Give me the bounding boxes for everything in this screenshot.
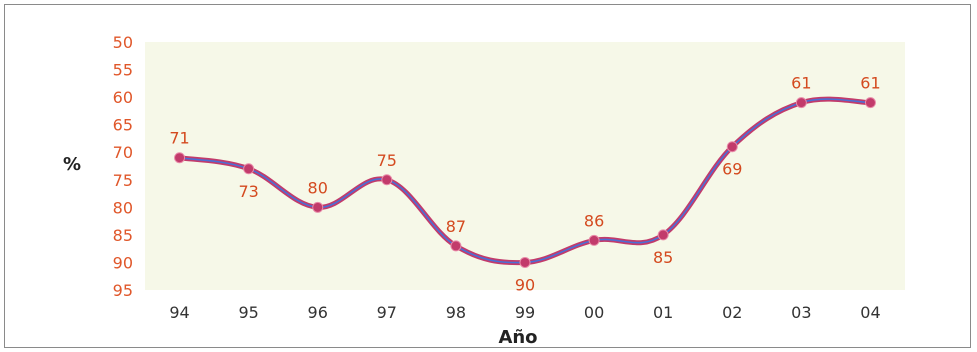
y-tick-label: 90 [113,253,133,272]
y-tick-label: 50 [113,33,133,52]
data-point [450,240,462,252]
data-point [864,97,876,109]
y-tick-label: 85 [113,226,133,245]
data-label: 73 [238,182,258,201]
data-point [726,141,738,153]
y-tick-label: 80 [113,198,133,217]
data-label: 85 [653,248,673,267]
data-label: 61 [860,74,880,93]
x-tick-label: 02 [722,303,742,322]
data-label: 86 [584,211,604,230]
y-axis-label: % [63,154,81,175]
y-tick-label: 70 [113,143,133,162]
data-label: 90 [515,275,535,294]
data-point [312,201,324,213]
data-label: 87 [446,217,466,236]
x-tick-label: 96 [308,303,328,322]
x-tick-label: 94 [169,303,189,322]
y-tick-label: 55 [113,61,133,80]
data-label: 80 [308,178,328,197]
x-tick-label: 04 [860,303,880,322]
data-point [657,229,669,241]
data-label: 69 [722,160,742,179]
x-tick-label: 99 [515,303,535,322]
data-point [795,97,807,109]
data-label: 71 [169,129,189,148]
x-tick-label: 00 [584,303,604,322]
x-tick-label: 01 [653,303,673,322]
y-tick-label: 65 [113,116,133,135]
x-tick-label: 97 [377,303,397,322]
plot-area [145,42,905,290]
data-point [519,256,531,268]
x-axis-label: Año [498,327,537,348]
data-point [381,174,393,186]
data-point [588,234,600,246]
y-tick-label: 60 [113,88,133,107]
x-tick-label: 98 [446,303,466,322]
series-layer [174,96,876,268]
data-label: 75 [377,151,397,170]
data-label: 61 [791,74,811,93]
y-tick-label: 75 [113,171,133,190]
x-axis-ticks: 94 95 96 97 98 99 00 01 02 03 04 [169,303,880,322]
y-axis-ticks: 50 55 60 65 70 75 80 85 90 95 [113,33,133,300]
x-tick-label: 03 [791,303,811,322]
y-tick-label: 95 [113,281,133,300]
data-point [243,163,255,175]
data-labels: 71 73 80 75 87 90 86 85 69 61 61 [169,74,880,295]
x-tick-label: 95 [238,303,258,322]
data-point [174,152,186,164]
